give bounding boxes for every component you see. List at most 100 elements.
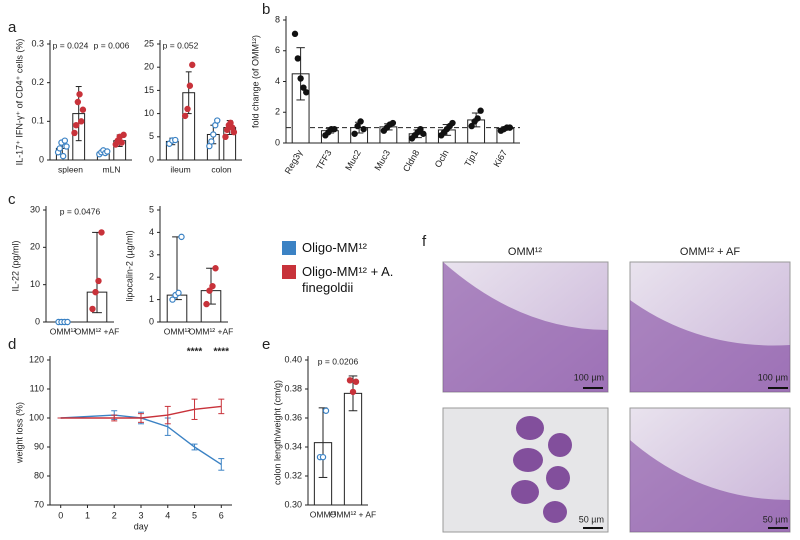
scale-label: 50 µm: [763, 514, 788, 524]
data-point: [477, 107, 484, 114]
y-tick-label: 20: [144, 62, 154, 72]
data-point: [172, 136, 179, 144]
scale-label: 100 µm: [758, 372, 788, 382]
y-tick-label: 0.30: [284, 499, 302, 509]
series-line: [60, 414, 222, 465]
x-tick-label: Reg3γ: [283, 148, 305, 176]
data-point: [214, 117, 221, 124]
data-point: [346, 377, 354, 384]
y-tick-label: 0.36: [284, 412, 302, 422]
data-point: [71, 129, 78, 137]
x-tick-label: 5: [192, 510, 197, 520]
data-point: [322, 407, 330, 414]
panel-letter: e: [262, 336, 270, 353]
data-point: [189, 61, 196, 69]
data-point: [203, 300, 210, 308]
y-tick-label: 5: [149, 131, 154, 141]
data-point: [349, 388, 357, 396]
x-tick-label: TFF3: [314, 148, 333, 172]
p-value: p = 0.0206: [318, 356, 359, 366]
data-point: [209, 282, 216, 290]
p-value: p = 0.024: [53, 40, 89, 50]
y-tick-label: 10: [144, 108, 154, 118]
data-point: [389, 119, 397, 127]
y-tick-label: 70: [34, 499, 44, 509]
y-tick-label: 30: [30, 204, 40, 214]
data-point: [449, 119, 456, 127]
data-point: [78, 118, 85, 125]
panel-letter: b: [262, 1, 270, 18]
x-tick-label: Tjp1: [462, 148, 479, 168]
y-tick-label: 4: [275, 76, 280, 86]
y-tick-label: 0: [149, 316, 154, 326]
x-tick-label: mLN: [103, 164, 121, 174]
y-tick-label: 10: [30, 279, 40, 289]
data-point: [300, 84, 307, 91]
y-axis-label: fold change (of OMM¹²): [250, 35, 260, 128]
y-tick-label: 25: [144, 38, 154, 48]
data-point: [56, 145, 63, 152]
y-axis-label: IL-22 (pg/ml): [10, 240, 20, 291]
crypts: [511, 416, 572, 523]
x-tick-label: OMM¹²: [164, 326, 191, 336]
y-tick-label: 0.40: [284, 354, 302, 364]
tissue-layer: [443, 262, 608, 392]
legend-swatch: [282, 265, 296, 279]
significance: ****: [187, 347, 203, 358]
scale-label: 100 µm: [574, 372, 604, 382]
data-point: [184, 105, 191, 113]
data-point: [212, 265, 219, 272]
data-point: [208, 138, 215, 145]
y-tick-label: 8: [275, 14, 280, 24]
y-tick-label: 80: [34, 470, 44, 480]
panel-letters: a b c d e f: [8, 1, 427, 353]
panel-letter: f: [422, 233, 427, 250]
x-axis-label: day: [134, 521, 149, 531]
data-point: [59, 152, 67, 160]
significance: ****: [214, 347, 230, 358]
x-tick-label: 6: [219, 510, 224, 520]
data-point: [61, 137, 69, 144]
legend-label: Oligo-MM¹² + A. finegoldii: [302, 264, 394, 295]
data-point: [331, 125, 338, 133]
legend-entry: Oligo-MM¹²: [282, 240, 412, 256]
data-point: [351, 130, 358, 137]
x-tick-label: Cldn8: [401, 148, 421, 173]
y-tick-label: 5: [149, 204, 154, 214]
data-point: [291, 30, 299, 38]
x-tick-label: OMM¹²: [310, 509, 337, 519]
data-point: [352, 378, 360, 385]
data-point: [92, 288, 99, 296]
y-tick-label: 15: [144, 85, 154, 95]
data-point: [118, 139, 125, 146]
y-tick-label: 0.38: [284, 383, 302, 393]
y-axis-label: colon length/weight (cm/g): [272, 380, 282, 485]
data-point: [206, 287, 213, 294]
data-point: [175, 289, 182, 297]
scale-label: 50 µm: [579, 514, 604, 524]
panel-letter: a: [8, 19, 17, 36]
y-tick-label: 0: [39, 154, 44, 164]
data-point: [79, 106, 87, 113]
y-tick-label: 110: [30, 383, 44, 393]
data-point: [417, 125, 424, 133]
panel-letter: d: [8, 336, 16, 353]
data-point: [186, 82, 194, 89]
x-tick-label: OMM¹²: [50, 326, 77, 336]
data-point: [98, 229, 105, 236]
y-tick-label: 20: [30, 242, 40, 252]
y-tick-label: 100: [29, 412, 44, 422]
x-tick-label: 0: [58, 510, 63, 520]
p-value: p = 0.0476: [60, 206, 101, 216]
tissue-layer: [630, 440, 790, 532]
y-tick-label: 0.32: [284, 470, 302, 480]
x-tick-label: 3: [138, 510, 143, 520]
data-point: [169, 296, 176, 303]
panel-letter: c: [8, 191, 16, 208]
x-tick-label: Muc3: [372, 148, 392, 172]
tissue-layer: [630, 300, 790, 392]
y-tick-label: 0.34: [284, 441, 302, 451]
y-tick-label: 3: [149, 249, 154, 259]
y-tick-label: 2: [275, 107, 280, 117]
